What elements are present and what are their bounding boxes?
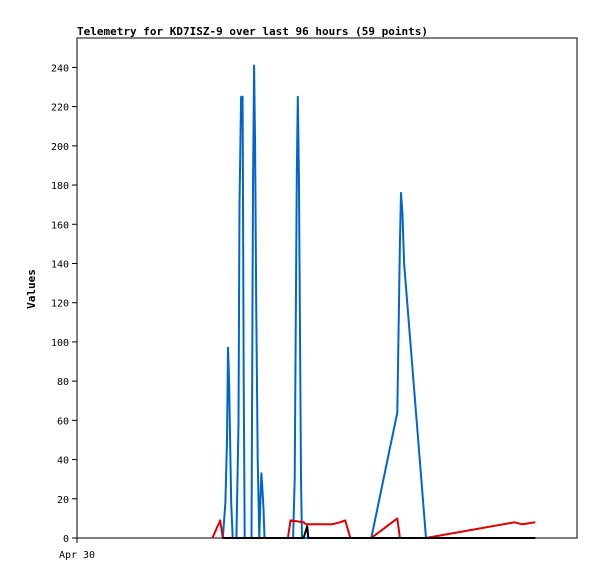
x-axis-ticks: Apr 30 [59, 538, 95, 561]
y-tick-label: 220 [51, 103, 69, 114]
y-tick-label: 60 [57, 416, 69, 427]
y-tick-label: 140 [51, 259, 69, 270]
plot-frame [76, 37, 578, 539]
y-tick-label: 100 [51, 338, 69, 349]
series-layer [211, 64, 536, 539]
series-line-1 [221, 64, 427, 539]
y-axis-ticks: 0 20 40 60 80 100 120 140 160 180 200 220 240 [51, 63, 77, 545]
y-tick-label: 120 [51, 299, 69, 310]
y-tick-label: 40 [57, 456, 69, 467]
y-axis-label: Values [25, 269, 38, 309]
y-tick-label: 240 [51, 63, 69, 74]
y-tick-label: 20 [57, 495, 69, 506]
y-tick-label: 0 [63, 534, 69, 545]
series-line-3 [222, 525, 536, 539]
chart-title: Telemetry for KD7ISZ-9 over last 96 hour… [77, 25, 428, 38]
y-tick-label: 200 [51, 142, 69, 153]
x-tick-label: Apr 30 [59, 550, 95, 561]
y-tick-label: 80 [57, 377, 69, 388]
y-tick-label: 180 [51, 181, 69, 192]
y-tick-label: 160 [51, 220, 69, 231]
